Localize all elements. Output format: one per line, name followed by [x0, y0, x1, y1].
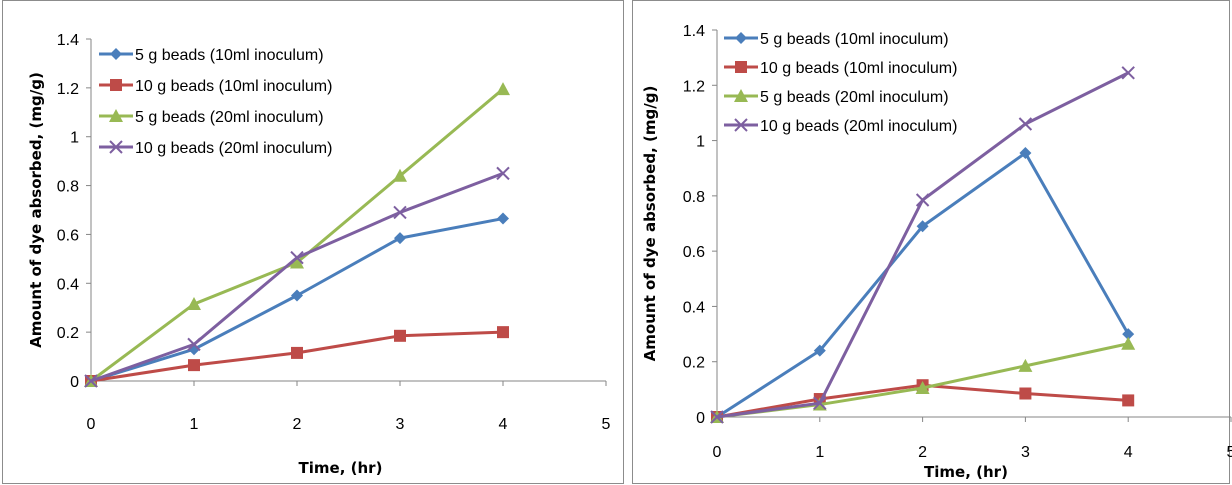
legend-swatch-marker — [735, 61, 747, 73]
chart-panel-left: 0 0.2 0.4 0.6 0.8 1 1.2 1.4 0 1 2 3 4 5 Time, (hr) Amou… — [2, 0, 624, 484]
x-tick-label: 2 — [918, 444, 927, 461]
y-tick-label: 0.4 — [57, 276, 79, 293]
legend-item: 5 g beads (10ml inoculum) — [99, 47, 324, 64]
data-point — [393, 205, 407, 220]
data-point — [915, 193, 930, 207]
legend-item: 10 g beads (20ml inoculum) — [99, 140, 332, 157]
data-point — [187, 337, 201, 352]
x-axis-title: Time, (hr) — [299, 459, 383, 477]
legend-label: 10 g beads (10ml inoculum) — [760, 60, 957, 77]
series-4 — [710, 66, 1135, 424]
data-point — [1122, 328, 1135, 341]
legend-swatch-marker — [735, 32, 747, 44]
legend-item: 10 g beads (20ml inoculum) — [724, 118, 957, 135]
legend-swatch-marker — [734, 118, 748, 132]
legend: 5 g beads (10ml inoculum) 10 g beads (10m… — [99, 47, 332, 157]
y-tick-label: 1.4 — [57, 32, 79, 49]
legend-label: 5 g beads (10ml inoculum) — [760, 31, 949, 48]
y-tick-label: 1 — [70, 130, 79, 147]
data-point — [1019, 387, 1032, 400]
x-tick-label: 5 — [602, 416, 611, 433]
data-point — [497, 326, 509, 339]
y-tick-label: 0 — [70, 374, 79, 391]
y-tick-label: 0.6 — [683, 244, 705, 261]
x-tick-label: 0 — [87, 416, 96, 433]
data-point — [394, 232, 406, 245]
y-tick-label: 0.8 — [57, 179, 79, 196]
x-tick-label: 1 — [815, 444, 824, 461]
chart-left: 0 0.2 0.4 0.6 0.8 1 1.2 1.4 0 1 2 3 4 5 Time, (hr) Amou… — [27, 32, 611, 477]
data-point — [813, 396, 827, 410]
x-tick-label: 1 — [190, 416, 199, 433]
data-point — [1019, 147, 1032, 160]
series-line — [716, 151, 1130, 419]
data-point — [1121, 336, 1136, 350]
legend-swatch-marker — [109, 140, 123, 154]
series-4 — [84, 166, 510, 388]
data-point — [290, 255, 304, 269]
x-axis-title: Time, (hr) — [924, 463, 1008, 481]
data-point — [497, 212, 509, 225]
legend-label: 10 g beads (20ml inoculum) — [135, 140, 332, 157]
data-point — [291, 346, 303, 359]
x-tick-label: 5 — [1227, 444, 1232, 461]
legend-swatch-marker — [109, 109, 123, 122]
legend-label: 10 g beads (10ml inoculum) — [135, 78, 332, 95]
legend-label: 5 g beads (10ml inoculum) — [135, 47, 324, 64]
data-point — [496, 166, 510, 181]
data-point — [710, 410, 724, 424]
y-tick-label: 0.2 — [683, 355, 705, 372]
data-point — [84, 374, 98, 388]
data-point — [1018, 117, 1033, 131]
legend-swatch-marker — [734, 89, 748, 102]
series-line — [90, 87, 504, 383]
legend-item: 10 g beads (10ml inoculum) — [99, 78, 332, 95]
series-3 — [84, 82, 510, 387]
legend-label: 10 g beads (20ml inoculum) — [760, 118, 957, 135]
data-point — [916, 220, 929, 233]
y-tick-label: 0.8 — [683, 189, 705, 206]
data-point — [813, 344, 826, 357]
x-tick-label: 3 — [1021, 444, 1030, 461]
y-tick-label: 1 — [696, 134, 705, 151]
y-tick-label: 1.2 — [683, 78, 705, 95]
chart-right: 0 0.2 0.4 0.6 0.8 1 1.2 1.4 0 1 2 3 4 5 Time, (hr) Amou… — [641, 23, 1232, 481]
x-tick-label: 4 — [1124, 444, 1133, 461]
y-axis-title: Amount of dye absorbed, (mg/g) — [641, 86, 659, 362]
y-tick-label: 0.4 — [683, 299, 705, 316]
legend-swatch-marker — [110, 48, 122, 60]
x-tick-label: 3 — [396, 416, 405, 433]
legend-item: 10 g beads (10ml inoculum) — [724, 60, 957, 77]
y-tick-label: 1.2 — [57, 81, 79, 98]
legend-item: 5 g beads (20ml inoculum) — [99, 109, 324, 126]
data-point — [188, 359, 200, 372]
data-point — [915, 380, 930, 394]
x-tick-label: 2 — [293, 416, 302, 433]
series-2 — [85, 326, 509, 387]
y-axis-title: Amount of dye absorbed, (mg/g) — [27, 72, 45, 348]
data-point — [393, 168, 407, 182]
x-tick-label: 0 — [713, 444, 722, 461]
legend-item: 5 g beads (10ml inoculum) — [724, 31, 949, 48]
data-point — [1121, 66, 1135, 80]
y-tick-label: 0.6 — [57, 227, 79, 244]
data-point — [187, 297, 201, 311]
legend-swatch-marker — [110, 79, 122, 91]
legend-item: 5 g beads (20ml inoculum) — [724, 89, 949, 106]
data-point — [1122, 394, 1135, 407]
y-tick-label: 0.2 — [57, 325, 79, 342]
legend-label: 5 g beads (20ml inoculum) — [135, 109, 324, 126]
legend: 5 g beads (10ml inoculum) 10 g beads (10m… — [724, 31, 957, 135]
data-point — [1018, 358, 1033, 372]
data-point — [290, 250, 304, 265]
x-tick-label: 4 — [499, 416, 508, 433]
y-tick-label: 1.4 — [683, 23, 705, 40]
legend-label: 5 g beads (20ml inoculum) — [760, 89, 949, 106]
data-point — [291, 289, 303, 302]
y-tick-label: 0 — [696, 410, 705, 427]
data-point — [496, 82, 510, 96]
data-point — [394, 329, 406, 342]
chart-panel-right: 0 0.2 0.4 0.6 0.8 1 1.2 1.4 0 1 2 3 4 5 Time, (hr) Amou… — [632, 0, 1232, 484]
